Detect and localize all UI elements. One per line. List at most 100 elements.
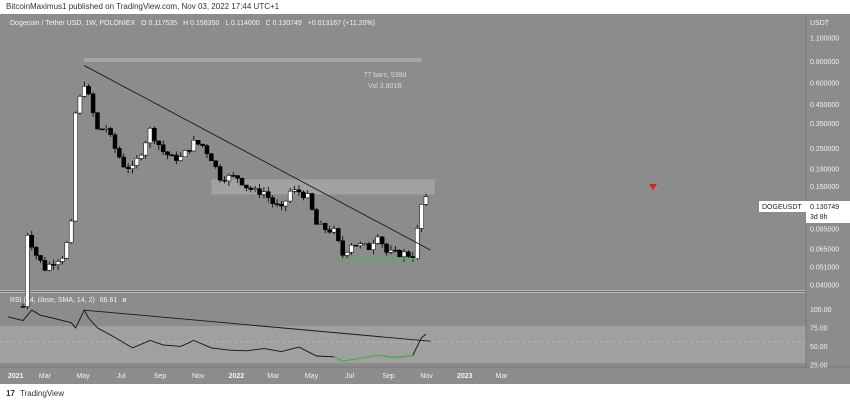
ticker-symbol: DOGEUSDT — [762, 204, 802, 211]
candle-body-3 — [33, 247, 39, 256]
candle-body-46 — [222, 179, 227, 182]
rsi-label: RSI (14, close, SMA, 14, 2) 66.61 ø — [10, 297, 127, 304]
legend-close-label: C — [266, 20, 271, 27]
candle-body-60 — [283, 200, 289, 207]
price-tick-6: 0.190000 — [810, 166, 839, 173]
publisher-text: BitcoinMaximus1 published on TradingView… — [6, 2, 280, 11]
candle-body-73 — [340, 240, 345, 256]
time-tick-10: Sep — [382, 373, 395, 380]
candle-body-34 — [169, 154, 175, 157]
price-tick-5: 0.250000 — [810, 146, 839, 153]
candle-body-15 — [86, 86, 91, 95]
time-tick-3: Jul — [117, 373, 126, 380]
candle-body-74 — [344, 251, 350, 256]
candle-body-12 — [73, 112, 78, 222]
candle-body-69 — [322, 223, 328, 230]
candle-body-49 — [235, 175, 240, 179]
candle-body-25 — [130, 165, 135, 169]
candle-body-81 — [375, 236, 381, 244]
rsi-tick-0: 100.00 — [810, 307, 832, 314]
candle-body-19 — [103, 128, 109, 130]
candle-body-82 — [379, 236, 385, 245]
time-axis-ticks: 2021 Mar May Jul Sep Nov 2022 Mar May Jul Sep Nov 20… — [8, 373, 508, 380]
candles[interactable] — [20, 81, 429, 310]
time-tick-11: Nov — [420, 373, 433, 380]
candle-body-78 — [362, 243, 367, 245]
candle-body-83 — [384, 243, 389, 253]
footer: 17 TradingView — [0, 384, 850, 404]
candle-body-20 — [108, 128, 113, 136]
candle-body-38 — [187, 150, 192, 152]
price-tick-9: 0.085000 — [810, 226, 839, 233]
candle-body-1 — [25, 235, 30, 307]
legend: Dogecoin / Tether USD, 1W, POLONIEX O 0.… — [10, 20, 375, 27]
time-tick-0: 2021 — [8, 373, 24, 380]
candle-body-79 — [366, 243, 372, 251]
price-tick-7: 0.150000 — [810, 184, 839, 191]
measure-vol-text: Vol 3.801B — [368, 83, 402, 90]
candle-body-41 — [200, 143, 205, 146]
candle-body-30 — [152, 128, 157, 142]
candle-body-6 — [47, 264, 52, 271]
time-tick-5: Nov — [192, 373, 205, 380]
candle-body-11 — [68, 220, 74, 243]
candle-body-64 — [301, 191, 306, 199]
candle-body-27 — [139, 154, 144, 159]
candle-body-36 — [178, 156, 183, 161]
legend-change-value: +0.013167 (+11.20%) — [308, 20, 375, 27]
chart-area[interactable]: 77 bars, 539d Vol 3.801B Dogecoin / Teth… — [0, 14, 850, 384]
candle-body-55 — [261, 191, 267, 195]
candle-body-21 — [112, 134, 118, 149]
time-tick-6: 2022 — [229, 373, 245, 380]
candle-body-87 — [401, 251, 407, 257]
candle-body-42 — [204, 145, 210, 155]
measure-bar[interactable] — [84, 57, 422, 62]
candle-body-10 — [64, 242, 70, 259]
candle-body-58 — [274, 203, 280, 206]
candle-body-51 — [244, 184, 249, 189]
time-axis-bg[interactable] — [0, 367, 850, 384]
legend-open-value: 0.117535 — [149, 20, 178, 27]
candle-body-91 — [419, 204, 424, 229]
candle-body-75 — [349, 244, 354, 253]
candle-body-37 — [182, 150, 188, 158]
candle-body-45 — [217, 166, 223, 181]
candle-body-7 — [51, 264, 56, 266]
rsi-value: 66.61 — [100, 297, 118, 304]
candle-body-44 — [213, 160, 218, 167]
candle-body-26 — [134, 158, 140, 166]
rsi-value-suffix: ø — [122, 297, 127, 304]
rsi-trendline[interactable] — [84, 309, 431, 342]
candle-body-92 — [423, 196, 429, 205]
candle-body-16 — [90, 93, 96, 113]
measure-bars-text: 77 bars, 539d — [364, 72, 407, 79]
resistance-zone[interactable] — [211, 179, 435, 195]
candle-body-32 — [160, 144, 166, 153]
legend-symbol: Dogecoin / Tether USD, 1W, POLONIEX — [10, 20, 135, 27]
time-tick-8: May — [305, 373, 319, 380]
candle-body-31 — [156, 140, 162, 146]
rsi-axis-ticks: 100.00 75.00 50.00 25.00 — [810, 307, 832, 370]
tradingview-logo-icon: 17 — [6, 389, 15, 398]
time-tick-13: Mar — [496, 373, 509, 380]
ticker-price-badge — [806, 201, 850, 223]
candle-body-57 — [270, 197, 275, 205]
candle-body-29 — [147, 128, 153, 144]
candle-body-24 — [125, 166, 131, 169]
price-axis-bg[interactable] — [806, 14, 850, 367]
ticker-symbol-badge — [759, 201, 806, 212]
legend-low-label: L — [225, 20, 229, 27]
candle-body-17 — [95, 112, 100, 130]
legend-close-value: 0.130749 — [273, 20, 302, 27]
legend-high-label: H — [183, 20, 188, 27]
candle-body-65 — [305, 193, 310, 199]
rsi-support-segment[interactable] — [333, 354, 413, 362]
chart-svg[interactable]: 77 bars, 539d Vol 3.801B Dogecoin / Teth… — [0, 14, 850, 384]
candle-body-5 — [42, 260, 48, 271]
candle-body-2 — [29, 235, 35, 248]
price-tick-1: 0.800000 — [810, 59, 839, 66]
candle-body-88 — [406, 251, 411, 257]
descending-resistance-line[interactable] — [84, 65, 431, 251]
price-tick-3: 0.450000 — [810, 102, 839, 109]
price-tick-10: 0.065000 — [810, 246, 839, 253]
